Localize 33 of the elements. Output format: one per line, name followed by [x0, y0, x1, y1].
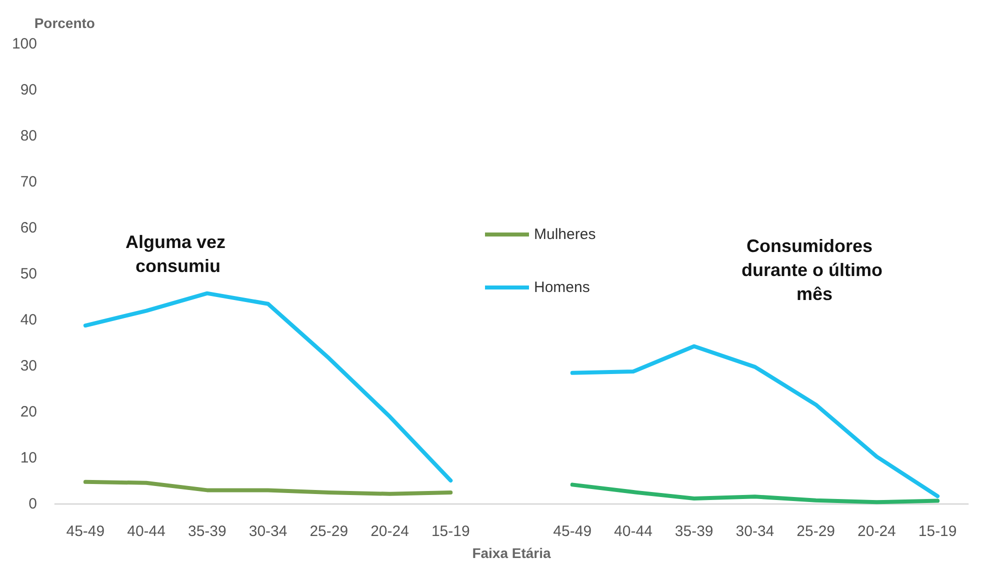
y-tick-label: 50: [20, 266, 37, 282]
y-axis-title: Porcento: [34, 15, 95, 31]
y-tick-label: 0: [28, 496, 37, 512]
legend-label: Mulheres: [534, 226, 596, 243]
y-tick-label: 60: [20, 220, 37, 236]
y-tick-label: 100: [12, 36, 37, 52]
line-series: [570, 482, 940, 504]
x-tick-label: 40-44: [614, 523, 652, 540]
y-tick-label: 90: [20, 82, 37, 98]
y-tick-label: 10: [20, 450, 37, 466]
x-tick-label: 45-49: [553, 523, 592, 540]
x-tick-label: 25-29: [796, 523, 836, 540]
y-tick-label: 30: [20, 358, 37, 374]
x-tick-label: 20-24: [858, 523, 896, 540]
x-tick-label: 40-44: [127, 523, 166, 540]
x-tick-label: 20-24: [370, 523, 409, 540]
x-tick-label: 25-29: [310, 523, 348, 540]
y-tick-label: 20: [20, 404, 37, 420]
x-tick-label: 30-34: [248, 523, 288, 540]
x-tick-label: 15-19: [918, 523, 957, 540]
x-tick-label: 30-34: [736, 523, 774, 540]
y-tick-label: 40: [20, 312, 37, 328]
x-tick-label: 35-39: [674, 523, 714, 540]
y-tick-label: 70: [20, 174, 37, 190]
legend-label: Homens: [534, 279, 590, 296]
annotation: Alguma vez consumiu: [125, 232, 231, 276]
x-tick-label: 45-49: [66, 523, 105, 540]
y-tick-label: 80: [20, 128, 37, 144]
x-axis-title: Faixa Etária: [472, 545, 552, 561]
annotation: Consumidores durante o último mês: [742, 236, 882, 304]
line-series: [83, 480, 453, 496]
x-tick-label: 35-39: [188, 523, 226, 540]
x-tick-label: 15-19: [431, 523, 470, 540]
